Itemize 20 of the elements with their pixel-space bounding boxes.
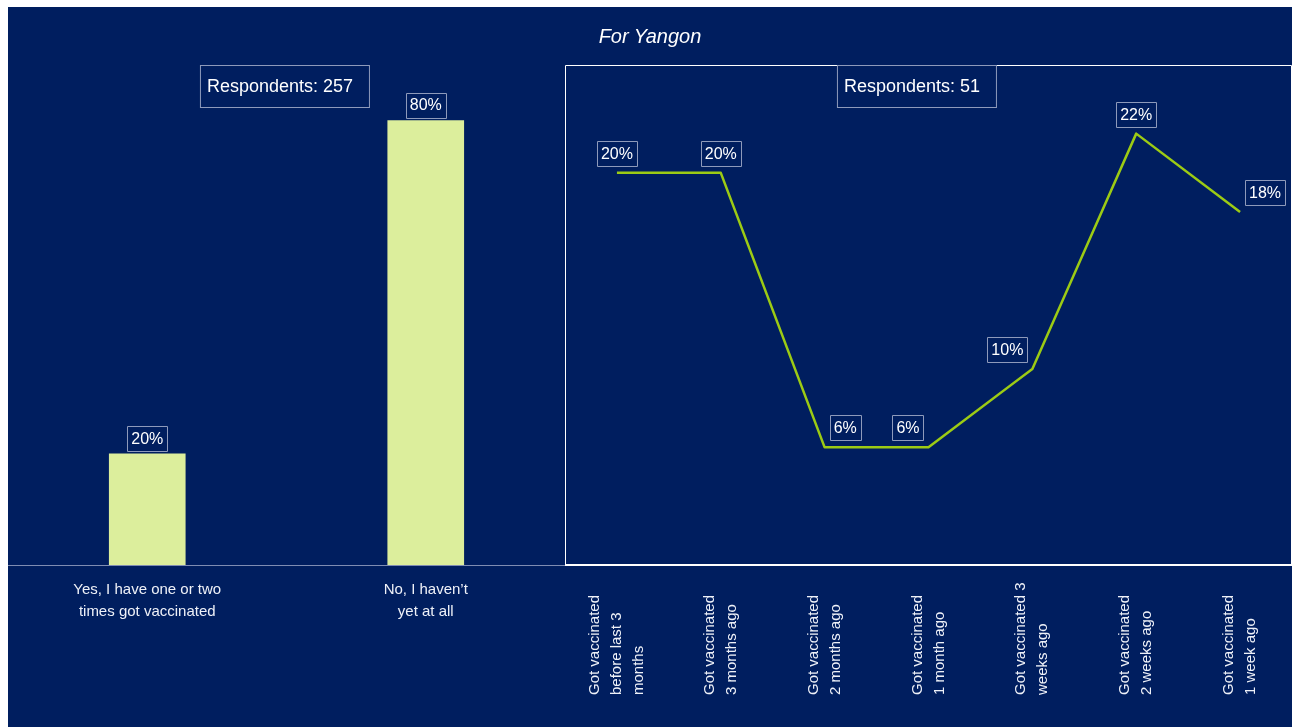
x-tick-label: Yes, I have one or two times got vaccinated bbox=[73, 580, 222, 619]
x-tick-label: No, I haven’t yet at all bbox=[383, 580, 469, 619]
x-tick-label: Got vaccinated 3 weeks ago bbox=[1011, 582, 1051, 696]
data-label: 6% bbox=[833, 419, 857, 437]
data-label: 20% bbox=[704, 144, 737, 162]
chart-title: For Yangon bbox=[597, 24, 703, 49]
annotation: Respondents: 51 bbox=[836, 65, 998, 108]
x-tick-label: Got vaccinated 1 month ago bbox=[907, 594, 947, 695]
x-tick-label: Got vaccinated 3 months ago bbox=[699, 594, 739, 695]
x-tick-label: Got vaccinated 1 week ago bbox=[1219, 594, 1259, 695]
data-label: 10% bbox=[991, 340, 1024, 358]
x-tick-label: Got vaccinated before last 3 months bbox=[585, 594, 647, 695]
data-label: 6% bbox=[896, 419, 920, 437]
annotation: Respondents: 257 bbox=[199, 65, 371, 108]
x-tick-label: Got vaccinated 2 months ago bbox=[803, 594, 843, 695]
data-label: 22% bbox=[1120, 105, 1153, 123]
data-label: 20% bbox=[600, 144, 633, 162]
data-label: 20% bbox=[131, 429, 164, 447]
data-label: 18% bbox=[1249, 183, 1282, 201]
data-label: 80% bbox=[409, 96, 442, 114]
